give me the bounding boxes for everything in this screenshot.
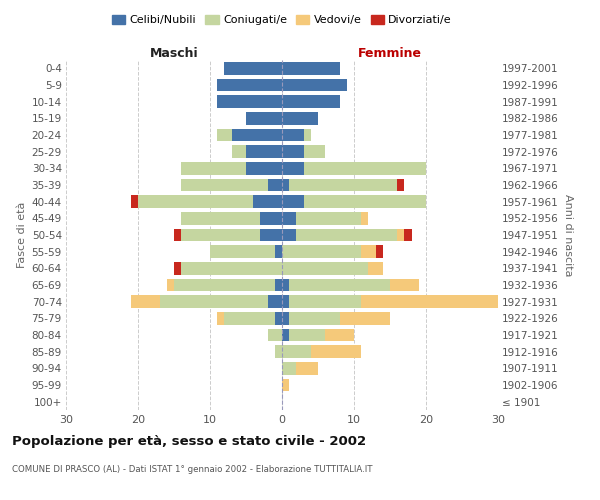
Bar (246, 162, 282, 174)
Bar (275, 346, 282, 358)
Bar (296, 362, 318, 374)
Bar (282, 379, 289, 391)
Bar (282, 162, 304, 174)
Bar (232, 146, 246, 158)
Bar (282, 79, 347, 92)
Bar (397, 179, 404, 191)
Bar (296, 229, 397, 241)
Y-axis label: Anni di nascita: Anni di nascita (563, 194, 573, 276)
Bar (167, 279, 174, 291)
Bar (260, 229, 282, 241)
Bar (131, 196, 138, 208)
Bar (268, 329, 282, 341)
Bar (138, 196, 253, 208)
Bar (275, 246, 282, 258)
Bar (282, 96, 340, 108)
Bar (282, 329, 289, 341)
Text: Popolazione per età, sesso e stato civile - 2002: Popolazione per età, sesso e stato civil… (12, 435, 366, 448)
Bar (325, 329, 354, 341)
Bar (289, 296, 361, 308)
Bar (282, 196, 304, 208)
Bar (289, 279, 390, 291)
Bar (174, 262, 181, 274)
Bar (289, 329, 325, 341)
Bar (282, 112, 318, 124)
Bar (376, 246, 383, 258)
Bar (340, 312, 390, 324)
Bar (217, 312, 224, 324)
Bar (361, 296, 498, 308)
Bar (181, 229, 260, 241)
Bar (268, 296, 282, 308)
Bar (224, 312, 275, 324)
Bar (268, 179, 282, 191)
Legend: Celibi/Nubili, Coniugati/e, Vedovi/e, Divorziati/e: Celibi/Nubili, Coniugati/e, Vedovi/e, Di… (107, 10, 457, 30)
Bar (181, 162, 246, 174)
Text: Femmine: Femmine (358, 47, 422, 60)
Bar (232, 128, 282, 141)
Bar (174, 229, 181, 241)
Bar (160, 296, 268, 308)
Bar (210, 246, 275, 258)
Bar (311, 346, 361, 358)
Bar (282, 146, 304, 158)
Bar (181, 212, 260, 224)
Bar (304, 162, 426, 174)
Text: Maschi: Maschi (149, 47, 199, 60)
Bar (246, 146, 282, 158)
Bar (275, 279, 282, 291)
Bar (282, 212, 296, 224)
Bar (282, 362, 296, 374)
Bar (275, 312, 282, 324)
Bar (289, 179, 397, 191)
Bar (368, 262, 383, 274)
Bar (282, 62, 340, 74)
Bar (404, 229, 412, 241)
Bar (289, 312, 340, 324)
Bar (174, 279, 275, 291)
Bar (304, 146, 325, 158)
Bar (131, 296, 160, 308)
Bar (397, 229, 404, 241)
Bar (282, 346, 311, 358)
Text: COMUNE DI PRASCO (AL) - Dati ISTAT 1° gennaio 2002 - Elaborazione TUTTITALIA.IT: COMUNE DI PRASCO (AL) - Dati ISTAT 1° ge… (12, 465, 373, 474)
Bar (181, 262, 282, 274)
Bar (282, 128, 304, 141)
Bar (217, 128, 232, 141)
Bar (246, 112, 282, 124)
Bar (253, 196, 282, 208)
Bar (361, 246, 376, 258)
Bar (217, 79, 282, 92)
Bar (296, 212, 361, 224)
Y-axis label: Fasce di età: Fasce di età (17, 202, 28, 268)
Bar (304, 196, 426, 208)
Bar (282, 279, 289, 291)
Bar (224, 62, 282, 74)
Bar (282, 296, 289, 308)
Bar (181, 179, 268, 191)
Bar (282, 262, 368, 274)
Bar (282, 229, 296, 241)
Bar (217, 96, 282, 108)
Bar (282, 312, 289, 324)
Bar (304, 128, 311, 141)
Bar (282, 246, 361, 258)
Bar (282, 179, 289, 191)
Bar (260, 212, 282, 224)
Bar (361, 212, 368, 224)
Bar (390, 279, 419, 291)
